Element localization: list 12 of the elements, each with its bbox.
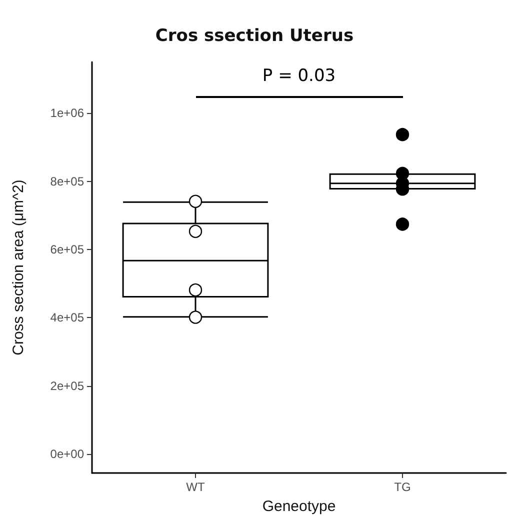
y-tick-label: 6e+05 <box>50 242 84 256</box>
y-tick-label: 2e+05 <box>50 378 84 393</box>
y-tick-label: 4e+05 <box>50 310 84 325</box>
y-tick-label: 0e+00 <box>50 446 84 461</box>
y-axis-title: Cross section area (μm^2) <box>10 180 27 356</box>
y-tick-label: 8e+05 <box>50 174 84 188</box>
x-tick-label: WT <box>186 480 206 494</box>
annotation: P = 0.03 <box>262 66 336 86</box>
y-tick-label: 1e+06 <box>50 106 84 120</box>
x-tick-label: TG <box>394 480 411 494</box>
x-axis-title: Geneotype <box>262 498 336 515</box>
chart-title: Cros ssection Uterus <box>154 26 355 46</box>
